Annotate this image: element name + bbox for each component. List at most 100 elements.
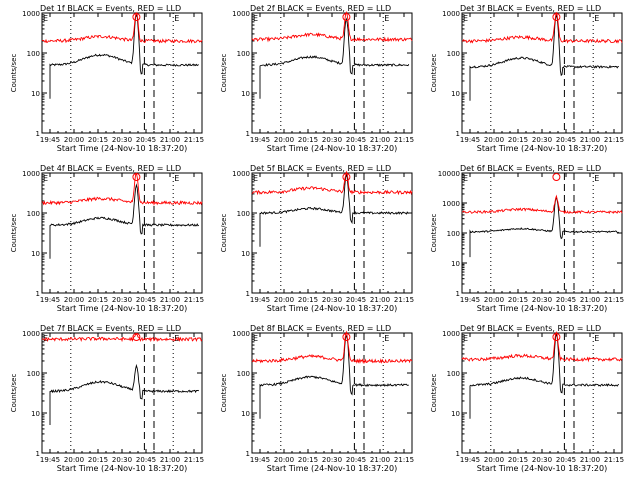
x-tick-label: 20:30	[112, 296, 132, 304]
x-tick-label: 21:15	[184, 456, 204, 464]
series-lld-line	[251, 10, 413, 43]
x-tick-label: 19:45	[460, 296, 480, 304]
y-tick-label: 1000	[442, 10, 460, 18]
x-tick-label: 21:15	[394, 136, 414, 144]
x-tick-label: 19:45	[40, 136, 60, 144]
corner-mark: E	[384, 334, 389, 343]
series-events-line	[259, 334, 409, 419]
y-tick-label: 10	[31, 250, 40, 258]
corner-mark: E	[384, 14, 389, 23]
x-tick-label: 20:15	[88, 136, 108, 144]
panel-title: Det 6f BLACK = Events, RED = LLD	[460, 164, 601, 173]
x-tick-label: 20:00	[484, 456, 504, 464]
y-tick-label: 10	[31, 410, 40, 418]
y-tick-label: 1	[36, 290, 40, 298]
y-tick-label: 100	[27, 50, 40, 58]
plot-frame	[251, 12, 413, 134]
y-axis-label: Counts/sec	[10, 214, 18, 253]
corner-mark: E	[594, 174, 599, 183]
x-tick-label: 21:00	[580, 296, 600, 304]
x-tick-label: 21:15	[604, 136, 624, 144]
panel-title: Det 7f BLACK = Events, RED = LLD	[40, 324, 181, 333]
series-lld-line	[41, 172, 203, 206]
panel-title: Det 1f BLACK = Events, RED = LLD	[40, 4, 181, 13]
x-tick-label: 20:15	[508, 296, 528, 304]
series-lld-line	[251, 330, 413, 365]
x-tick-label: 20:00	[274, 456, 294, 464]
corner-mark: E	[463, 334, 468, 343]
y-tick-label: 1000	[442, 330, 460, 338]
x-tick-label: 21:15	[604, 456, 624, 464]
x-tick-label: 19:45	[460, 456, 480, 464]
x-tick-label: 20:15	[298, 136, 318, 144]
x-tick-label: 19:45	[250, 296, 270, 304]
panel-det-8: Det 8f BLACK = Events, RED = LLD 19:45 20:…	[220, 324, 414, 473]
x-tick-label: 20:45	[136, 456, 156, 464]
plot-frame	[251, 172, 413, 294]
panel-title: Det 4f BLACK = Events, RED = LLD	[40, 164, 181, 173]
y-axis-label: Counts/sec	[220, 214, 228, 253]
flare-peak-marker	[552, 13, 561, 21]
x-tick-label: 20:00	[484, 296, 504, 304]
y-tick-label: 1	[456, 450, 460, 458]
x-tick-label: 20:45	[346, 296, 366, 304]
corner-mark: E	[594, 334, 599, 343]
corner-mark: E	[463, 14, 468, 23]
series-events-line	[259, 17, 410, 99]
x-tick-label: 21:15	[184, 296, 204, 304]
series-lld-line	[251, 170, 413, 196]
y-tick-label: 10	[241, 90, 250, 98]
x-tick-label: 21:15	[604, 296, 624, 304]
x-tick-label: 19:45	[460, 136, 480, 144]
y-tick-label: 100	[237, 370, 250, 378]
corner-mark: E	[253, 174, 258, 183]
x-tick-label: 20:00	[274, 136, 294, 144]
series-events-line	[469, 333, 620, 419]
x-tick-label: 21:00	[370, 136, 390, 144]
series-lld-line	[461, 194, 623, 215]
panel-det-7: Det 7f BLACK = Events, RED = LLD 19:45 20:…	[10, 324, 204, 473]
x-tick-label: 21:15	[184, 136, 204, 144]
flare-peak-marker	[132, 173, 141, 181]
y-axis-label: Counts/sec	[430, 54, 438, 93]
flare-peak-marker	[132, 333, 141, 341]
y-tick-label: 100	[237, 210, 250, 218]
corner-mark: E	[463, 174, 468, 183]
x-tick-label: 20:15	[298, 456, 318, 464]
y-tick-label: 1	[246, 130, 250, 138]
x-tick-label: 20:45	[346, 136, 366, 144]
x-axis-label: Start Time (24-Nov-10 18:37:20)	[267, 464, 397, 473]
panel-det-3: Det 3f BLACK = Events, RED = LLD 19:45 20:…	[430, 4, 624, 153]
y-tick-label: 100	[27, 370, 40, 378]
plot-frame	[41, 332, 203, 454]
panel-title: Det 3f BLACK = Events, RED = LLD	[460, 4, 601, 13]
series-events-line	[49, 183, 200, 259]
y-axis-label: Counts/sec	[10, 54, 18, 93]
x-tick-label: 21:00	[160, 296, 180, 304]
x-tick-label: 20:45	[556, 456, 576, 464]
x-axis-label: Start Time (24-Nov-10 18:37:20)	[57, 464, 187, 473]
y-tick-label: 10	[31, 90, 40, 98]
corner-mark: E	[43, 174, 48, 183]
x-axis-label: Start Time (24-Nov-10 18:37:20)	[57, 144, 187, 153]
x-tick-label: 20:00	[64, 136, 84, 144]
y-tick-label: 10	[241, 250, 250, 258]
x-axis-label: Start Time (24-Nov-10 18:37:20)	[477, 464, 607, 473]
x-tick-label: 20:15	[88, 296, 108, 304]
x-tick-label: 20:30	[532, 136, 552, 144]
x-tick-label: 20:15	[508, 136, 528, 144]
y-tick-label: 100	[237, 50, 250, 58]
y-axis-label: Counts/sec	[430, 374, 438, 413]
x-tick-label: 20:00	[484, 136, 504, 144]
plot-frame	[251, 332, 413, 454]
panel-det-4: Det 4f BLACK = Events, RED = LLD 19:45 20:…	[10, 164, 204, 313]
corner-mark: E	[253, 334, 258, 343]
x-tick-label: 20:00	[64, 456, 84, 464]
y-tick-label: 10	[451, 260, 460, 268]
corner-mark: E	[174, 174, 179, 183]
panel-det-6: Det 6f BLACK = Events, RED = LLD 19:45 20:…	[430, 164, 624, 313]
y-tick-label: 10	[241, 410, 250, 418]
plot-frame	[461, 172, 623, 294]
corner-mark: E	[594, 14, 599, 23]
